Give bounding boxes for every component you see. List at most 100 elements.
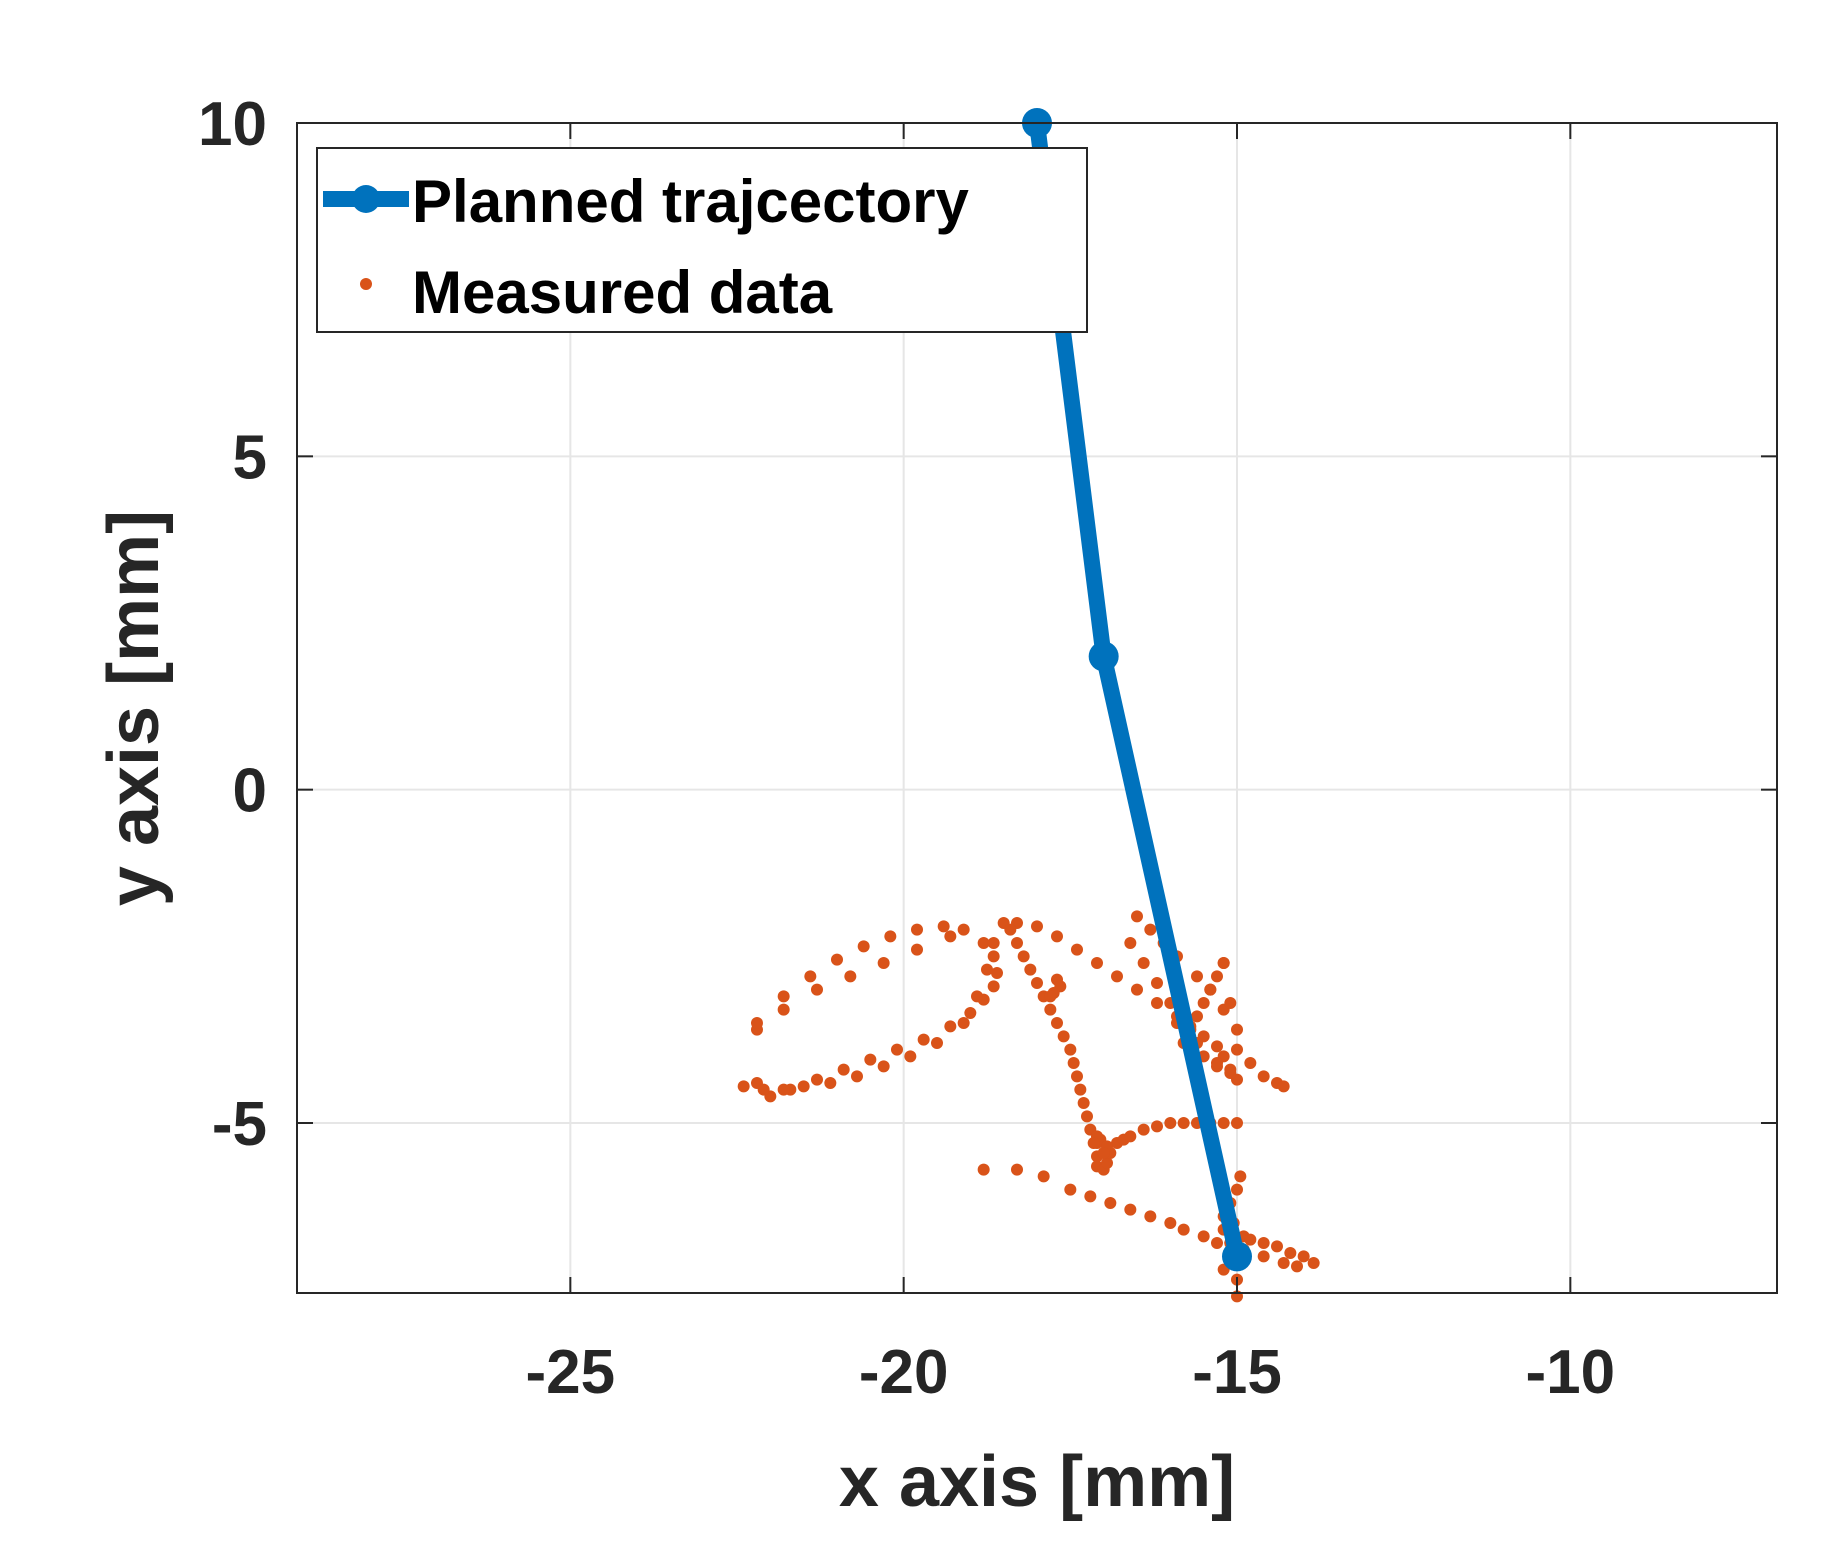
measured-data-point bbox=[944, 1020, 957, 1033]
y-tick-label: -5 bbox=[212, 1090, 267, 1159]
measured-data-point bbox=[1231, 1023, 1243, 1036]
measured-data-point bbox=[1224, 997, 1237, 1009]
measured-data-point bbox=[1257, 1237, 1270, 1249]
y-tick-label: 10 bbox=[198, 90, 267, 159]
measured-data-point bbox=[1024, 963, 1037, 976]
legend-planned-label: Planned trajcectory bbox=[412, 168, 970, 235]
measured-data-point bbox=[1277, 1257, 1290, 1269]
measured-data-point bbox=[811, 983, 823, 996]
measured-data-point bbox=[1131, 983, 1143, 996]
measured-data-point bbox=[1137, 957, 1150, 969]
measured-data-point bbox=[1284, 1247, 1297, 1259]
measured-data-point bbox=[1177, 1117, 1190, 1129]
measured-data-point bbox=[957, 1017, 970, 1029]
measured-data-point bbox=[864, 1053, 877, 1066]
measured-data-point bbox=[1081, 1110, 1093, 1123]
measured-data-point bbox=[1084, 1190, 1097, 1203]
measured-data-point bbox=[1011, 1163, 1023, 1176]
measured-data-point bbox=[777, 990, 790, 1003]
measured-data-point bbox=[1211, 1040, 1223, 1053]
measured-data-point bbox=[1064, 1183, 1077, 1196]
measured-data-point bbox=[1217, 1117, 1230, 1129]
measured-data-point bbox=[1044, 1003, 1057, 1016]
measured-data-point bbox=[751, 1017, 763, 1029]
measured-data-point bbox=[857, 940, 870, 953]
ticks bbox=[297, 122, 1777, 1293]
x-axis-label: x axis [mm] bbox=[839, 1442, 1235, 1522]
measured-data-point bbox=[1051, 1017, 1063, 1029]
y-axis-label: y axis [mm] bbox=[94, 510, 174, 906]
measured-data-point bbox=[884, 930, 897, 943]
measured-data-point bbox=[1211, 1057, 1223, 1069]
measured-data-point bbox=[1297, 1250, 1310, 1263]
measured-data-point bbox=[1197, 1230, 1210, 1243]
measured-data-point bbox=[1277, 1080, 1290, 1093]
measured-data-point bbox=[911, 943, 923, 956]
y-tick-label: 0 bbox=[233, 757, 267, 826]
measured-data-point bbox=[1124, 1130, 1137, 1143]
measured-data-point bbox=[1124, 1203, 1137, 1216]
measured-data-point bbox=[1057, 1030, 1070, 1043]
measured-data-point bbox=[1091, 957, 1103, 969]
planned-trajectory-marker bbox=[1088, 641, 1119, 672]
legend: Planned trajcectory Measured data bbox=[316, 147, 1088, 333]
measured-data-point bbox=[737, 1080, 750, 1093]
measured-data-point bbox=[1231, 1043, 1243, 1056]
measured-data-point bbox=[1271, 1240, 1283, 1253]
measured-data-point bbox=[987, 950, 1000, 963]
measured-data-point bbox=[1017, 950, 1030, 963]
measured-data-point bbox=[1071, 1070, 1083, 1083]
measured-data-point bbox=[917, 1033, 930, 1046]
y-tick-label: 5 bbox=[233, 423, 267, 492]
measured-data-point bbox=[1077, 1097, 1090, 1109]
measured-data-point bbox=[1151, 997, 1163, 1009]
measured-data-point bbox=[987, 937, 1000, 949]
measured-data-point bbox=[1244, 1057, 1257, 1069]
x-tick-label: -25 bbox=[526, 1338, 616, 1407]
measured-data-point bbox=[1307, 1257, 1320, 1269]
measured-data-point bbox=[964, 1007, 977, 1019]
measured-data-point bbox=[804, 970, 817, 983]
measured-data-point bbox=[777, 1083, 790, 1096]
measured-data-point bbox=[1087, 1137, 1100, 1149]
axes-box bbox=[296, 122, 1778, 1294]
measured-data-point bbox=[911, 923, 923, 936]
measured-data-point bbox=[1111, 970, 1123, 983]
measured-data-point bbox=[1037, 1170, 1050, 1183]
measured-data-point bbox=[1224, 1067, 1237, 1079]
measured-data-point bbox=[1257, 1070, 1270, 1083]
measured-data-point bbox=[1064, 1043, 1077, 1056]
x-tick-label: -15 bbox=[1192, 1338, 1282, 1407]
measured-data-point bbox=[937, 920, 950, 933]
measured-data-point bbox=[1231, 1117, 1243, 1129]
measured-data-point bbox=[777, 1003, 790, 1016]
measured-data-point bbox=[757, 1083, 770, 1096]
measured-data-point bbox=[1144, 1210, 1157, 1223]
x-tick-label: -20 bbox=[859, 1338, 949, 1407]
measured-data-point bbox=[844, 970, 857, 983]
measured-data-point bbox=[1211, 1237, 1223, 1249]
measured-data-point bbox=[1031, 920, 1043, 933]
measured-data-point bbox=[877, 1060, 890, 1073]
measured-data-point bbox=[1031, 977, 1043, 989]
x-tick-label: -10 bbox=[1526, 1338, 1616, 1407]
measured-data-point bbox=[1137, 1123, 1150, 1136]
measured-data-point bbox=[981, 963, 993, 976]
measured-data-point bbox=[837, 1063, 850, 1076]
legend-measured-marker bbox=[360, 278, 372, 290]
measured-data-point bbox=[1074, 1083, 1087, 1096]
measured-data-point bbox=[1164, 1217, 1177, 1229]
measured-data-point bbox=[797, 1080, 810, 1093]
measured-data-point bbox=[971, 990, 983, 1003]
legend-box bbox=[316, 147, 1088, 333]
measured-data-point bbox=[931, 1037, 943, 1049]
measured-data-point bbox=[1004, 923, 1017, 936]
measured-data-point bbox=[1011, 937, 1023, 949]
measured-data-point bbox=[891, 1043, 903, 1056]
measured-data-point bbox=[1151, 1120, 1163, 1133]
measured-data-point bbox=[1164, 1117, 1177, 1129]
measured-data-point bbox=[991, 967, 1003, 979]
measured-data-point bbox=[977, 937, 990, 949]
legend-measured-label: Measured data bbox=[412, 259, 833, 326]
